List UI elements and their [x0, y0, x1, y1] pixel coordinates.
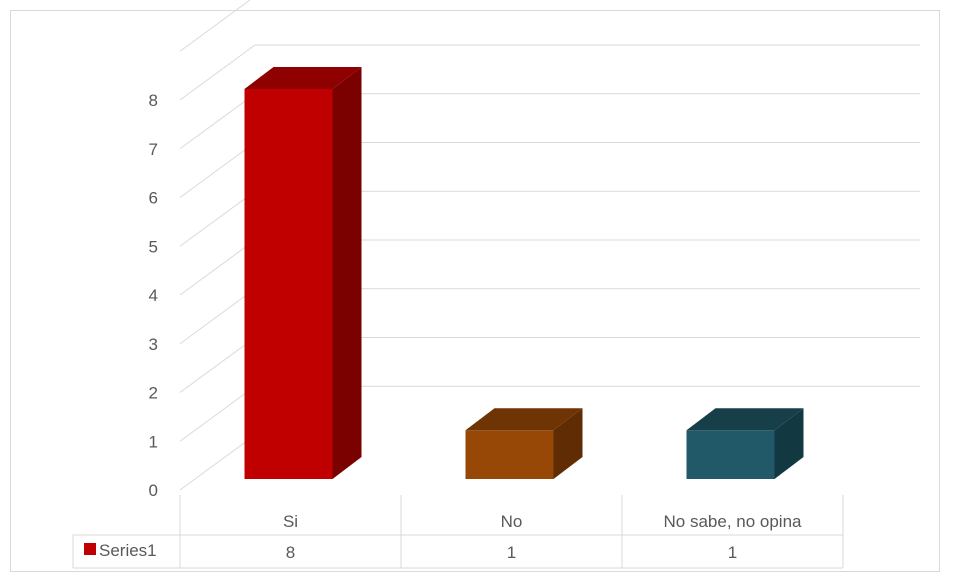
category-label: No	[501, 512, 523, 531]
bars	[244, 67, 804, 479]
gridline-depth	[179, 190, 256, 247]
bar-side	[774, 408, 804, 479]
bar-top	[465, 408, 583, 431]
table-value: 8	[286, 543, 295, 562]
gridline-depth	[179, 0, 251, 52]
y-tick-label: 1	[149, 432, 158, 451]
series-name-label: Series1	[99, 541, 157, 560]
gridline-depth	[179, 239, 256, 296]
bar-front	[465, 430, 554, 479]
bar-si	[244, 67, 362, 479]
legend-key	[84, 543, 96, 555]
y-tick-label: 0	[149, 481, 158, 500]
y-tick-label: 2	[149, 384, 158, 403]
bar-top	[686, 408, 804, 431]
y-tick-label: 4	[149, 286, 158, 305]
gridline-depth	[179, 44, 256, 101]
data-table: Si No No sabe, no opina Series1 8 1 1	[72, 495, 844, 569]
y-tick-label: 7	[149, 140, 158, 159]
bar-side	[332, 67, 362, 479]
bar-front	[686, 430, 775, 479]
bar-no-sabe-no-opina	[686, 408, 804, 479]
table-value: 1	[507, 543, 516, 562]
gridline-depth	[179, 385, 256, 442]
y-tick-label: 8	[149, 91, 158, 110]
gridline-depth	[179, 142, 256, 198]
category-label: No sabe, no opina	[664, 512, 803, 531]
gridline-depth	[179, 337, 256, 393]
bar-side	[553, 408, 583, 479]
y-tick-label: 6	[149, 189, 158, 208]
gridlines	[179, 0, 920, 491]
y-tick-label: 5	[149, 237, 158, 256]
bar-no	[465, 408, 583, 479]
bar-front	[244, 89, 333, 479]
bar-top	[244, 67, 362, 89]
table-value: 1	[728, 543, 737, 562]
gridline-depth	[179, 434, 256, 491]
gridline-depth	[179, 288, 256, 345]
gridline-depth	[179, 93, 256, 150]
category-label: Si	[283, 512, 298, 531]
y-axis-ticks: 0 1 2 3 4 5 6 7 8	[149, 91, 158, 500]
y-tick-label: 3	[149, 335, 158, 354]
